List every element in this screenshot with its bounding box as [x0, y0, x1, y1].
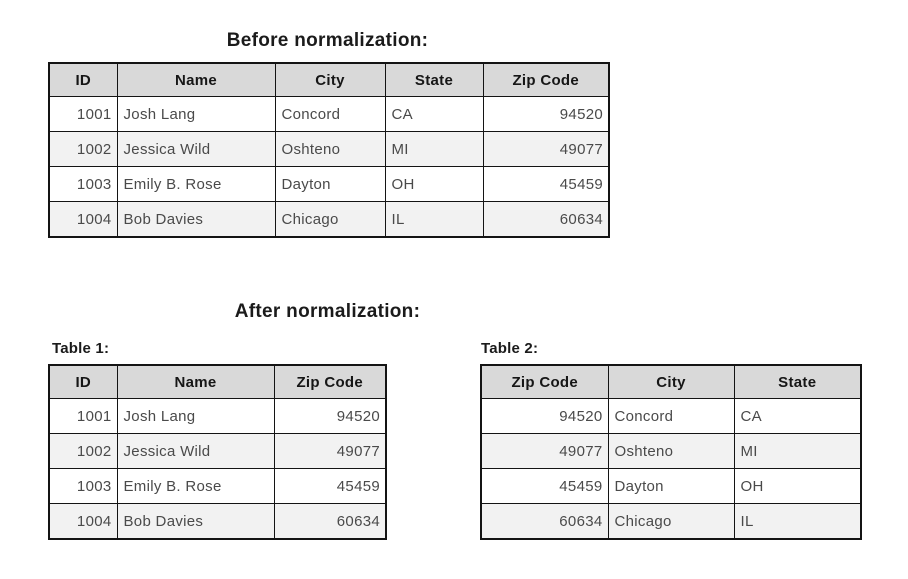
cell-city: Concord — [274, 96, 386, 132]
cell-state: CA — [733, 398, 862, 434]
cell-id: 1001 — [48, 398, 118, 434]
cell-name: Emily B. Rose — [116, 468, 275, 504]
cell-name: Bob Davies — [116, 503, 275, 540]
column-header-zip: Zip Code — [480, 364, 609, 399]
table-row: 45459 Dayton OH — [480, 468, 862, 504]
table-row: 1001 Josh Lang Concord CA 94520 — [48, 96, 610, 132]
cell-city: Oshteno — [607, 433, 735, 469]
cell-city: Chicago — [607, 503, 735, 540]
table-row: 1002 Jessica Wild 49077 — [48, 433, 387, 469]
cell-state: MI — [384, 131, 484, 167]
column-header-city: City — [607, 364, 735, 399]
cell-zip: 60634 — [480, 503, 609, 540]
before-section-title: Before normalization: — [226, 30, 429, 51]
table-row: 49077 Oshteno MI — [480, 433, 862, 469]
column-header-city: City — [274, 62, 386, 97]
cell-name: Bob Davies — [116, 201, 276, 238]
cell-state: OH — [733, 468, 862, 504]
column-header-state: State — [384, 62, 484, 97]
table-row: 1004 Bob Davies Chicago IL 60634 — [48, 201, 610, 238]
cell-zip: 49077 — [482, 131, 610, 167]
table-2: Zip Code City State 94520 Concord CA 490… — [480, 364, 862, 540]
cell-zip: 94520 — [273, 398, 387, 434]
cell-state: IL — [733, 503, 862, 540]
table-row: 60634 Chicago IL — [480, 503, 862, 540]
cell-name: Josh Lang — [116, 96, 276, 132]
column-header-name: Name — [116, 62, 276, 97]
table-1-label: Table 1: — [52, 340, 110, 357]
column-header-id: ID — [48, 364, 118, 399]
cell-zip: 60634 — [273, 503, 387, 540]
header-row: ID Name Zip Code — [48, 364, 387, 399]
cell-zip: 45459 — [480, 468, 609, 504]
cell-state: IL — [384, 201, 484, 238]
cell-city: Oshteno — [274, 131, 386, 167]
cell-id: 1003 — [48, 468, 118, 504]
cell-name: Jessica Wild — [116, 131, 276, 167]
cell-id: 1002 — [48, 131, 118, 167]
cell-id: 1002 — [48, 433, 118, 469]
column-header-zip: Zip Code — [273, 364, 387, 399]
after-section-title: After normalization: — [234, 301, 421, 322]
column-header-name: Name — [116, 364, 275, 399]
column-header-state: State — [733, 364, 862, 399]
cell-state: CA — [384, 96, 484, 132]
cell-name: Jessica Wild — [116, 433, 275, 469]
cell-city: Dayton — [607, 468, 735, 504]
cell-city: Dayton — [274, 166, 386, 202]
cell-zip: 94520 — [480, 398, 609, 434]
cell-zip: 45459 — [482, 166, 610, 202]
cell-id: 1001 — [48, 96, 118, 132]
column-header-id: ID — [48, 62, 118, 97]
cell-zip: 60634 — [482, 201, 610, 238]
cell-zip: 94520 — [482, 96, 610, 132]
table-1: ID Name Zip Code 1001 Josh Lang 94520 10… — [48, 364, 387, 540]
table-row: 1002 Jessica Wild Oshteno MI 49077 — [48, 131, 610, 167]
header-row: Zip Code City State — [480, 364, 862, 399]
cell-id: 1004 — [48, 503, 118, 540]
table-row: 1004 Bob Davies 60634 — [48, 503, 387, 540]
cell-city: Concord — [607, 398, 735, 434]
cell-id: 1003 — [48, 166, 118, 202]
column-header-zip: Zip Code — [482, 62, 610, 97]
table-row: 1003 Emily B. Rose Dayton OH 45459 — [48, 166, 610, 202]
table-row: 1003 Emily B. Rose 45459 — [48, 468, 387, 504]
cell-name: Emily B. Rose — [116, 166, 276, 202]
cell-city: Chicago — [274, 201, 386, 238]
cell-state: OH — [384, 166, 484, 202]
table-row: 94520 Concord CA — [480, 398, 862, 434]
before-table: ID Name City State Zip Code 1001 Josh La… — [48, 62, 610, 238]
table-row: 1001 Josh Lang 94520 — [48, 398, 387, 434]
cell-id: 1004 — [48, 201, 118, 238]
header-row: ID Name City State Zip Code — [48, 62, 610, 97]
cell-name: Josh Lang — [116, 398, 275, 434]
cell-zip: 49077 — [480, 433, 609, 469]
cell-zip: 45459 — [273, 468, 387, 504]
cell-zip: 49077 — [273, 433, 387, 469]
cell-state: MI — [733, 433, 862, 469]
table-2-label: Table 2: — [481, 340, 539, 357]
